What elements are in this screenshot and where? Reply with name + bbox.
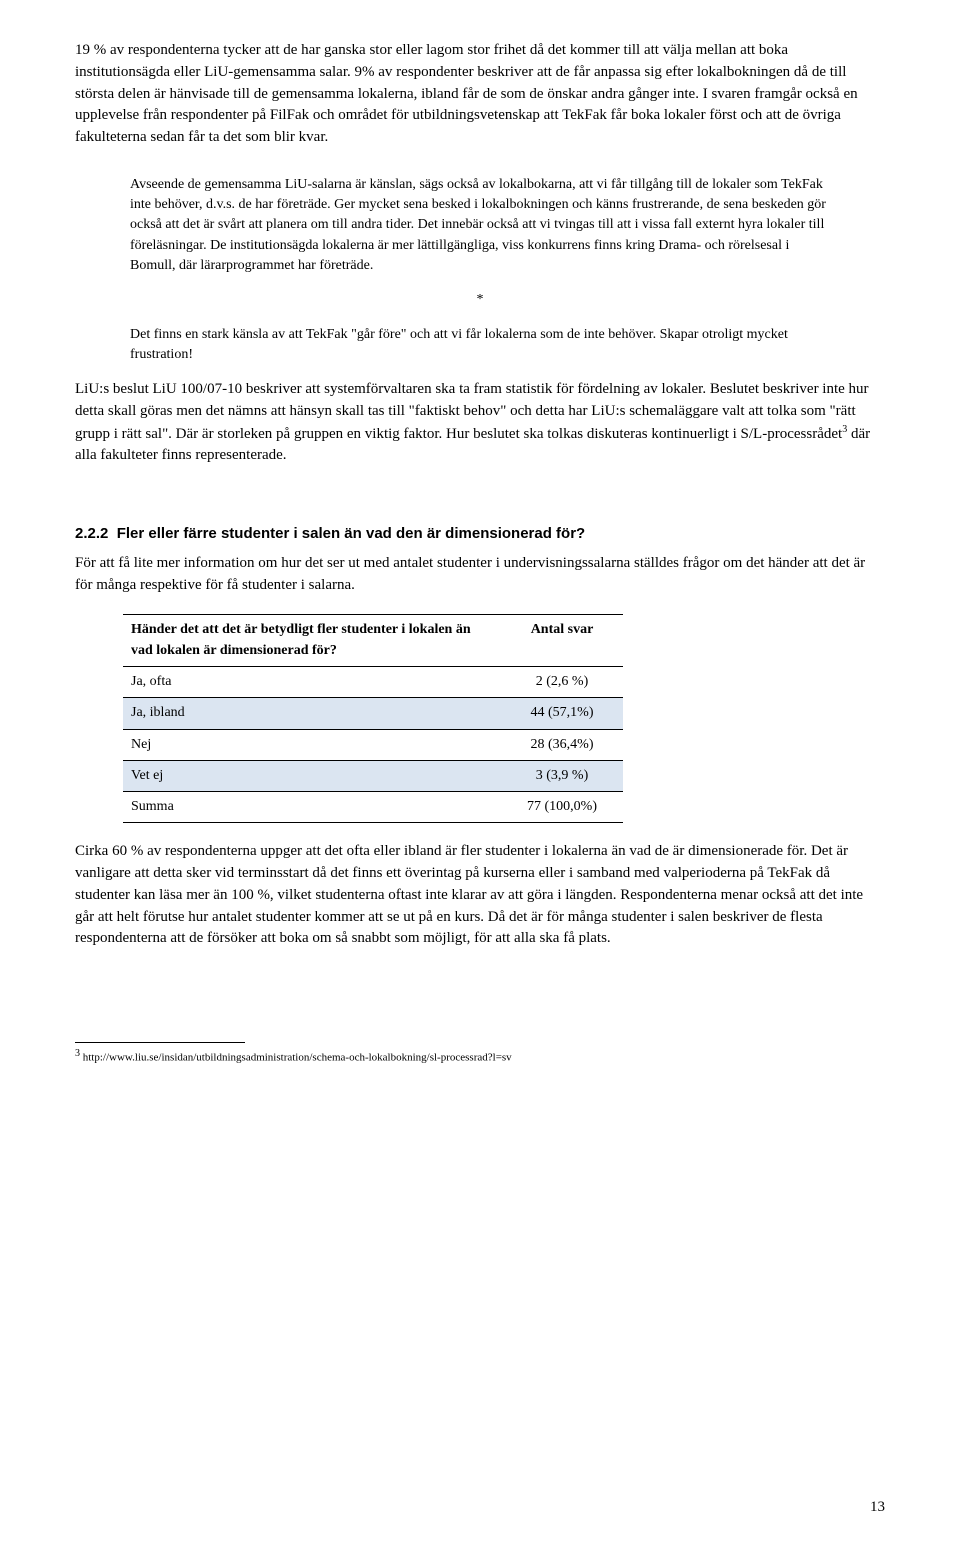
blockquote-2: Det finns en stark känsla av att TekFak … [130, 325, 830, 366]
table-question-header: Händer det att det är betydligt fler stu… [123, 615, 503, 667]
section-intro-paragraph: För att få lite mer information om hur d… [75, 553, 885, 597]
survey-table: Händer det att det är betydligt fler stu… [123, 614, 623, 823]
blockquote-group: Avseende de gemensamma LiU-salarna är kä… [130, 175, 830, 365]
table-row-value: 28 (36,4%) [503, 729, 623, 760]
table-row-label: Summa [123, 792, 503, 823]
table-row: Ja, ofta2 (2,6 %) [123, 666, 623, 697]
footnote-3: 3 http://www.liu.se/insidan/utbildningsa… [75, 1047, 885, 1065]
intro-paragraph: 19 % av respondenterna tycker att de har… [75, 40, 885, 149]
table-row-label: Ja, ibland [123, 698, 503, 729]
table-row-value: 77 (100,0%) [503, 792, 623, 823]
footnote-text: http://www.liu.se/insidan/utbildningsadm… [80, 1052, 512, 1064]
table-answer-header: Antal svar [503, 615, 623, 667]
table-row-value: 2 (2,6 %) [503, 666, 623, 697]
blockquote-1: Avseende de gemensamma LiU-salarna är kä… [130, 175, 830, 276]
table-row: Ja, ibland44 (57,1%) [123, 698, 623, 729]
page-number: 13 [870, 1497, 885, 1519]
survey-table-body: Ja, ofta2 (2,6 %)Ja, ibland44 (57,1%)Nej… [123, 666, 623, 822]
table-row-value: 44 (57,1%) [503, 698, 623, 729]
table-row-label: Vet ej [123, 760, 503, 791]
heading-title: Fler eller färre studenter i salen än va… [117, 525, 585, 542]
table-row-value: 3 (3,9 %) [503, 760, 623, 791]
footnote-rule [75, 1042, 245, 1043]
decision-paragraph: LiU:s beslut LiU 100/07-10 beskriver att… [75, 379, 885, 467]
quote-separator: * [130, 290, 830, 310]
table-row: Vet ej3 (3,9 %) [123, 760, 623, 791]
table-row-label: Nej [123, 729, 503, 760]
table-row: Summa77 (100,0%) [123, 792, 623, 823]
decision-text-pre: LiU:s beslut LiU 100/07-10 beskriver att… [75, 381, 869, 442]
table-row: Nej28 (36,4%) [123, 729, 623, 760]
analysis-paragraph: Cirka 60 % av respondenterna uppger att … [75, 841, 885, 950]
section-heading-2-2-2: 2.2.2 Fler eller färre studenter i salen… [75, 523, 885, 545]
table-row-label: Ja, ofta [123, 666, 503, 697]
heading-number: 2.2.2 [75, 525, 108, 542]
